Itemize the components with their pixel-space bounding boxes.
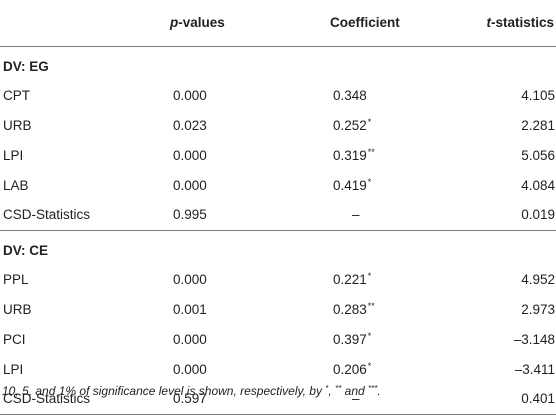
p-value-cell: 0.000: [173, 361, 207, 377]
row-label: PPL: [3, 271, 29, 287]
p-value-cell: 0.000: [173, 87, 207, 103]
p-value-cell: 0.597: [173, 391, 207, 407]
row-label: PCI: [3, 331, 26, 347]
row-label: CSD-Statistics: [3, 207, 91, 223]
p-value-cell: 0.000: [173, 331, 207, 347]
header-t-rest: -statistics: [490, 15, 554, 31]
significance-stars: *: [367, 361, 372, 371]
section-title: DV: EG: [3, 58, 49, 74]
table-row: CPT 0.000 0.348 4.105: [0, 80, 556, 110]
footnote-star-3: ***: [368, 384, 378, 393]
t-statistic-cell: 2.973: [521, 301, 555, 317]
row-label: CPT: [3, 87, 30, 103]
significance-stars: *: [367, 177, 372, 187]
coefficient-value: 0.348: [333, 87, 367, 103]
section-row: DV: CE: [0, 229, 556, 264]
t-statistic-cell: 5.056: [521, 147, 555, 163]
t-statistic-cell: 4.084: [521, 177, 555, 193]
header-variable: [0, 0, 170, 46]
significance-stars: **: [367, 147, 375, 157]
significance-footnote: 10, 5, and 1% of significance level is s…: [2, 384, 381, 398]
table-row: URB 0.001 0.283** 2.973: [0, 294, 556, 324]
header-coefficient: Coefficient: [330, 15, 400, 31]
results-table-figure: p-values Coefficient t-statistics DV: EG…: [0, 15, 556, 414]
footnote-text-1: 10, 5, and 1% of significance level is s…: [2, 384, 326, 398]
coefficient-value: 0.397: [333, 332, 367, 347]
p-value-cell: 0.001: [173, 301, 207, 317]
table-row: LPI 0.000 0.206* –3.411: [0, 354, 556, 384]
footnote-text-4: .: [377, 384, 381, 398]
coefficient-value: –: [352, 207, 360, 223]
significance-stars: *: [367, 331, 372, 341]
p-value-cell: 0.995: [173, 207, 207, 223]
significance-stars: *: [367, 117, 372, 127]
coefficient-value: –: [352, 391, 360, 407]
table-row: LAB 0.000 0.419* 4.084: [0, 170, 556, 200]
p-value-cell: 0.000: [173, 147, 207, 163]
coefficient-cell: 0.252*: [290, 110, 430, 140]
header-t-italic: t: [486, 15, 491, 31]
table-row: LPI 0.000 0.319** 5.056: [0, 140, 556, 170]
coefficient-cell: 0.348: [290, 80, 430, 110]
section-row: DV: EG: [0, 46, 556, 80]
coefficient-value: 0.283: [333, 302, 367, 317]
coefficient-cell: –: [290, 200, 430, 230]
header-row: p-values Coefficient t-statistics: [0, 0, 556, 46]
row-label: URB: [3, 117, 32, 133]
table-row: PCI 0.000 0.397* –3.148: [0, 324, 556, 354]
t-statistic-cell: 2.281: [521, 117, 555, 133]
t-statistic-cell: 4.105: [521, 87, 555, 103]
p-value-cell: 0.000: [173, 177, 207, 193]
t-statistic-cell: 4.952: [521, 271, 555, 287]
coefficient-value: 0.419: [333, 178, 367, 193]
coefficient-cell: 0.397*: [290, 324, 430, 354]
coefficient-cell: 0.319**: [290, 140, 430, 170]
p-value-cell: 0.023: [173, 117, 207, 133]
footnote-text-3: and: [341, 384, 369, 398]
header-t-statistics: t-statistics: [430, 0, 556, 46]
coefficient-cell: 0.419*: [290, 170, 430, 200]
table-row: CSD-Statistics 0.995 – 0.019: [0, 200, 556, 230]
coefficient-cell: 0.283**: [290, 294, 430, 324]
row-label: LPI: [3, 147, 24, 163]
table-row: PPL 0.000 0.221* 4.952: [0, 264, 556, 294]
header-p-values: p-values: [170, 0, 290, 46]
row-label: URB: [3, 301, 32, 317]
t-statistic-cell: –3.148: [513, 331, 555, 347]
row-label: LAB: [3, 177, 29, 193]
t-statistic-cell: –3.411: [514, 361, 555, 377]
coefficient-value: 0.206: [333, 362, 367, 377]
p-value-cell: 0.000: [173, 271, 207, 287]
coefficient-value: 0.319: [333, 148, 367, 163]
footnote-text-2: ,: [328, 384, 336, 398]
coefficient-value: 0.252: [333, 118, 367, 133]
t-statistic-cell: 0.019: [521, 207, 555, 223]
header-p-italic: p: [170, 15, 179, 31]
header-p-rest: -values: [178, 15, 225, 31]
significance-stars: *: [367, 271, 372, 281]
t-statistic-cell: 0.401: [521, 391, 555, 407]
row-label: LPI: [3, 361, 24, 377]
footnote-star-2: **: [335, 384, 342, 393]
significance-stars: **: [367, 301, 375, 311]
table-row: URB 0.023 0.252* 2.281: [0, 110, 556, 140]
table-body: DV: EG CPT 0.000 0.348 4.105 URB 0.023 0.252* 2.…: [0, 46, 556, 414]
coefficient-value: 0.221: [333, 272, 367, 287]
section-title: DV: CE: [0, 229, 556, 264]
coefficient-cell: 0.206*: [290, 354, 430, 384]
coefficient-cell: 0.221*: [290, 264, 430, 294]
row-label: CSD-Statistics: [3, 391, 91, 407]
footnote-star-1: *: [325, 384, 329, 393]
coefficient-cell: –: [290, 384, 430, 414]
